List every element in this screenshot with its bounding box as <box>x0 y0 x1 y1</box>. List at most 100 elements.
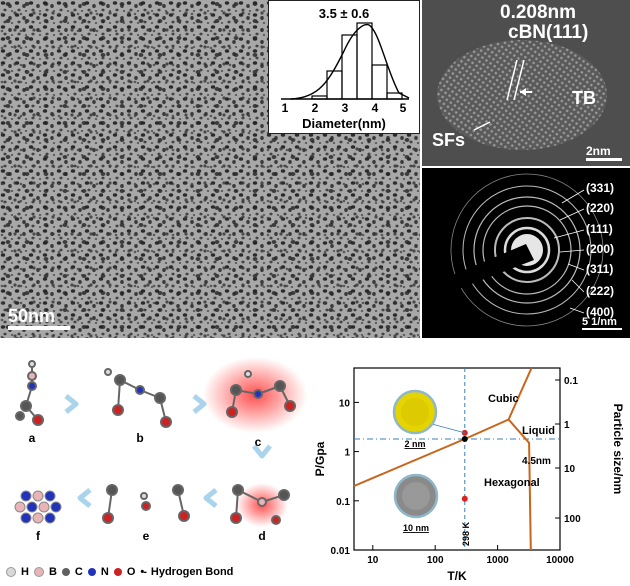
mechanism-scheme: a b c d e f H B C N O •- Hydrogen Bond <box>0 350 312 586</box>
x-tick-label: 1000 <box>486 555 509 566</box>
hrtem-image: 0.208nm cBN(111) TB SFs 2nm <box>422 0 630 166</box>
histogram-bars <box>311 22 403 100</box>
legend-o-swatch <box>113 568 122 576</box>
y2-axis-label: Particle size/nm <box>611 404 625 495</box>
y2-tick-label: 1 <box>564 420 570 431</box>
molecule-c <box>203 357 307 433</box>
x-tick-label: 100 <box>427 555 444 566</box>
hist-tick-5: 5 <box>400 101 407 115</box>
step-label-f: f <box>36 529 41 543</box>
saed-ring-label-400: (400) <box>586 305 615 319</box>
y-tick-label: 1 <box>344 448 350 459</box>
inset-cubic-particle <box>392 389 438 435</box>
boundary-hexagonal-liquid <box>507 418 532 551</box>
step-label-c: c <box>255 435 262 449</box>
x-axis-label: T/K <box>447 569 467 583</box>
legend-c: C <box>74 566 83 578</box>
phase-axes: 10 100 1000 100000.010.11100.1110100T/KP/Gp… <box>313 367 625 583</box>
inset-scale-2nm: 2 nm <box>404 439 425 449</box>
stacking-faults-label: SFs <box>432 130 466 150</box>
saed-ring-label-220: (220) <box>586 201 615 215</box>
y2-tick-label: 10 <box>564 464 576 475</box>
phase-diagram-chart: 10 100 1000 100000.010.11100.1110100T/KP/Gp… <box>313 367 625 583</box>
plot-frame <box>353 367 561 551</box>
histogram-title: 3.5 ± 0.6 <box>319 6 370 21</box>
arrow-c-d <box>252 444 272 459</box>
arrow-e-f <box>77 488 92 508</box>
x-tick-label: 10 <box>367 555 379 566</box>
legend-b: B <box>48 566 57 578</box>
hrtem-scale-label: 2nm <box>586 144 611 158</box>
y2-tick-label: 0.1 <box>564 376 578 387</box>
inset-scale-10nm: 10 nm <box>403 523 429 533</box>
y2-tick-label: 100 <box>564 514 581 525</box>
annotation-4-5nm: 4.5nm <box>522 456 551 467</box>
molecule-b <box>104 368 172 428</box>
legend-o: O <box>126 566 136 578</box>
legend-hbond: Hydrogen Bond <box>150 566 234 578</box>
hrtem-scale-bar: 2nm <box>586 144 622 161</box>
hrtem-lattice <box>422 0 630 166</box>
boundary-cubic-liquid <box>507 367 533 420</box>
saed-ring-label-222: (222) <box>586 284 615 298</box>
hist-tick-2: 2 <box>312 101 319 115</box>
tem-scale-bar: 50nm <box>8 306 70 330</box>
atom-legend: H B C N O •- Hydrogen Bond <box>6 566 233 578</box>
x-tick-label: 10000 <box>546 555 574 566</box>
phase-labels: Cubic Liquid Hexagonal 4.5nm 298 K 2 nm 10 nm <box>403 393 555 546</box>
mechanism-drawing: a b c d e f <box>14 357 307 543</box>
annotation-298k: 298 K <box>461 521 471 546</box>
legend-n-swatch <box>87 568 96 576</box>
saed-scale-label: 5 1/nm <box>582 316 617 328</box>
legend-h-swatch <box>6 567 16 577</box>
molecule-a <box>15 360 44 426</box>
arrow-d-e <box>203 488 218 508</box>
legend-b-swatch <box>33 567 44 577</box>
arrow-a-b <box>64 394 79 414</box>
tem-scale-label: 50nm <box>8 306 56 326</box>
phase-boundaries <box>353 367 560 551</box>
step-label-e: e <box>143 529 150 543</box>
region-label-hexagonal: Hexagonal <box>484 477 540 489</box>
saed-scale-bar: 5 1/nm <box>582 316 622 330</box>
hist-xlabel: Diameter(nm) <box>302 116 386 131</box>
phase-diagram: 10 100 1000 10000 0.01 0.1 1 10 0.1 1 10 100 T/K P/Gp… <box>312 350 630 586</box>
inset-connector-cubic <box>431 423 465 434</box>
saed-rings <box>422 168 630 338</box>
saed-ring-label-200: (200) <box>586 242 615 256</box>
molecule-e <box>102 484 190 524</box>
saed-ring-label-111: (111) <box>586 222 613 236</box>
step-label-b: b <box>136 431 143 445</box>
saed-ring-label-311: (311) <box>586 262 614 276</box>
arrow-b-c <box>192 394 207 414</box>
hrtem-plane-label: cBN(111) <box>508 22 589 43</box>
legend-h: H <box>21 566 29 578</box>
region-label-liquid: Liquid <box>522 425 555 437</box>
y-tick-label: 0.1 <box>336 497 350 508</box>
hbond-icon: •- <box>140 566 146 578</box>
legend-n: N <box>100 566 109 578</box>
hist-tick-4: 4 <box>372 101 379 115</box>
histogram-chart: 3.5 ± 0.6 1 2 3 4 5 Diameter(nm) <box>281 6 410 131</box>
step-label-d: d <box>258 529 265 543</box>
hist-tick-3: 3 <box>342 101 349 115</box>
data-point-0 <box>461 436 468 443</box>
saed-pattern: (331) (220) (111) (200) (311) (222) (400… <box>422 168 630 338</box>
y-tick-label: 0.01 <box>331 546 351 557</box>
molecule-d <box>230 483 290 527</box>
legend-c-swatch <box>61 568 70 576</box>
histogram-inset: 3.5 ± 0.6 1 2 3 4 5 Diameter(nm) <box>268 0 420 134</box>
gaussian-fit-curve <box>290 23 410 100</box>
y-tick-label: 10 <box>339 398 351 409</box>
hist-tick-1: 1 <box>282 101 289 115</box>
data-point-2 <box>461 495 468 502</box>
inset-hexagonal-particle <box>393 473 439 519</box>
saed-ring-label-331: (331) <box>586 181 615 195</box>
y-axis-label: P/Gpa <box>313 441 327 476</box>
twin-boundary-label: TB <box>572 88 596 108</box>
molecule-f <box>14 490 62 524</box>
hrtem-spacing-label: 0.208nm <box>500 2 577 23</box>
region-label-cubic: Cubic <box>488 393 519 405</box>
step-label-a: a <box>29 431 36 445</box>
tem-image: 3.5 ± 0.6 1 2 3 4 5 Diameter(nm) 50nm <box>0 0 420 338</box>
